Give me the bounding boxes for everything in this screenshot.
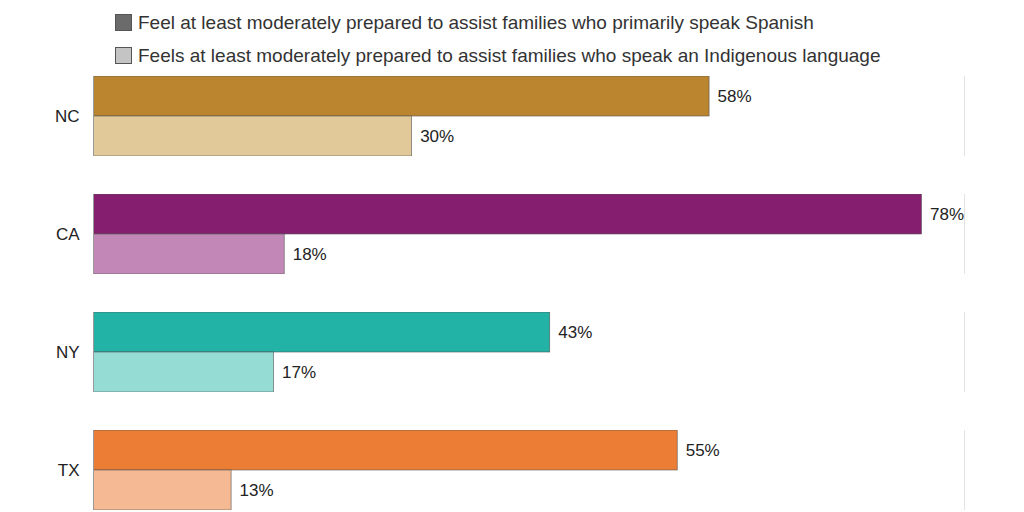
html-text:Feels at least moderately prep: Feels at least moderately prepared to as… — [138, 44, 881, 66]
svg-text:CA: CA — [56, 225, 80, 244]
svg-text:55%: 55% — [686, 441, 720, 460]
svg-text:TX: TX — [58, 461, 80, 480]
svg-text:78%: 78% — [930, 205, 964, 224]
svg-text:30%: 30% — [420, 127, 454, 146]
svg-text:13%: 13% — [240, 481, 274, 500]
html-text:Feel at least moderately prepa: Feel at least moderately prepared to ass… — [138, 11, 814, 33]
svg-text:NY: NY — [56, 343, 80, 362]
svg-text:43%: 43% — [558, 323, 592, 342]
svg-text:NC: NC — [55, 107, 80, 126]
svg-text:58%: 58% — [718, 87, 752, 106]
svg-text:17%: 17% — [282, 363, 316, 382]
svg-text:18%: 18% — [293, 245, 327, 264]
